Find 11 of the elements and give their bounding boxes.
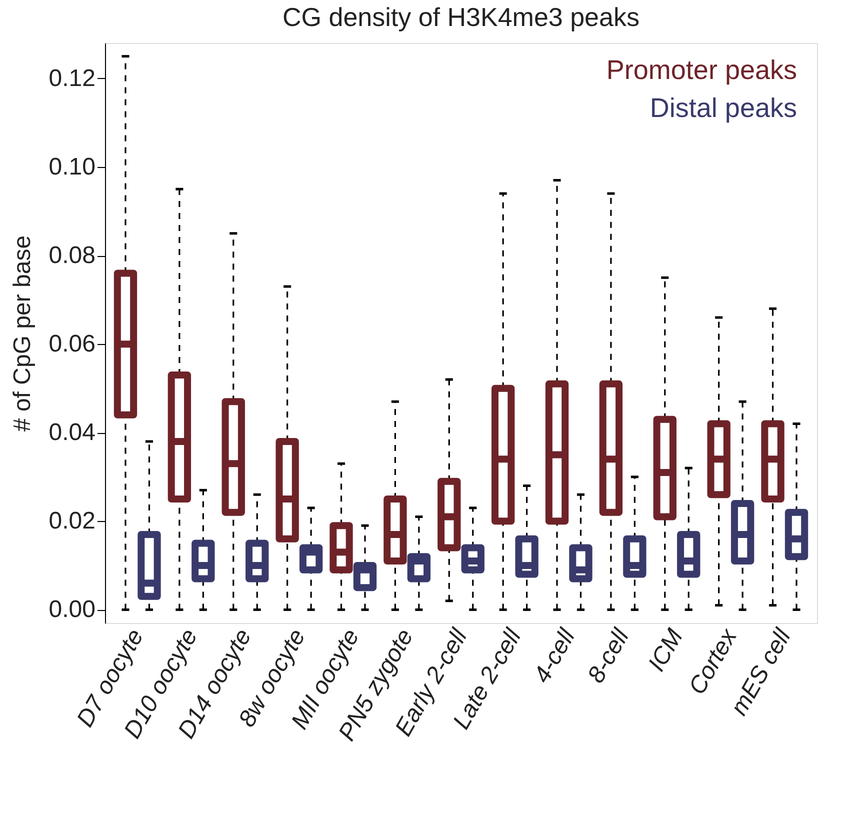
y-tick-label: 0.10	[48, 153, 96, 180]
y-tick-label: 0.06	[48, 330, 96, 358]
y-tick-label: 0.04	[48, 419, 96, 446]
y-tick-label: 0.00	[48, 596, 96, 624]
y-tick-label: 0.12	[48, 64, 96, 92]
text: Promoter peaks	[606, 55, 797, 85]
y-tick-label: 0.08	[48, 242, 96, 270]
y-axis-title: # of CpG per base	[8, 235, 36, 432]
y-tick-label: 0.02	[48, 508, 96, 535]
text: Distal peaks	[650, 93, 797, 123]
chart-title: CG density of H3K4me3 peaks	[282, 2, 640, 32]
